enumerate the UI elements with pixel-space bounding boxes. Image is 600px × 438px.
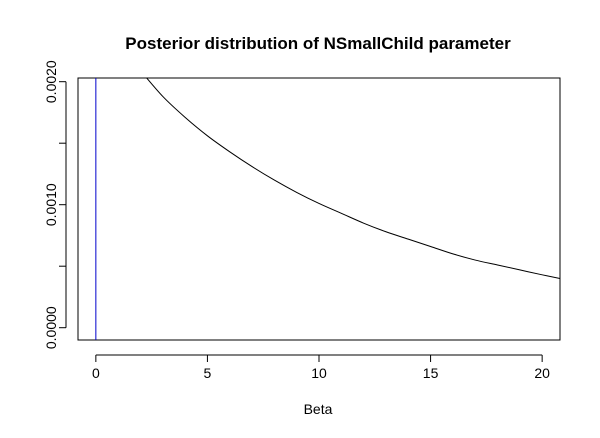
x-tick-label: 20 bbox=[534, 365, 550, 381]
chart-title: Posterior distribution of NSmallChild pa… bbox=[125, 34, 511, 53]
x-tick-label: 15 bbox=[423, 365, 439, 381]
y-tick-label: 0.0010 bbox=[43, 183, 59, 226]
x-tick-label: 0 bbox=[92, 365, 100, 381]
y-tick-label: 0.0000 bbox=[43, 306, 59, 349]
plot-frame bbox=[77, 77, 561, 341]
x-axis: 0 5 10 15 20 bbox=[92, 354, 550, 381]
plot-area bbox=[95, 78, 560, 340]
posterior-curve bbox=[146, 78, 560, 279]
x-tick-label: 10 bbox=[311, 365, 327, 381]
x-axis-label: Beta bbox=[304, 401, 333, 417]
x-tick-label: 5 bbox=[204, 365, 212, 381]
y-axis: 0.0000 0.0010 0.0020 bbox=[43, 60, 67, 349]
y-tick-label: 0.0020 bbox=[43, 60, 59, 103]
